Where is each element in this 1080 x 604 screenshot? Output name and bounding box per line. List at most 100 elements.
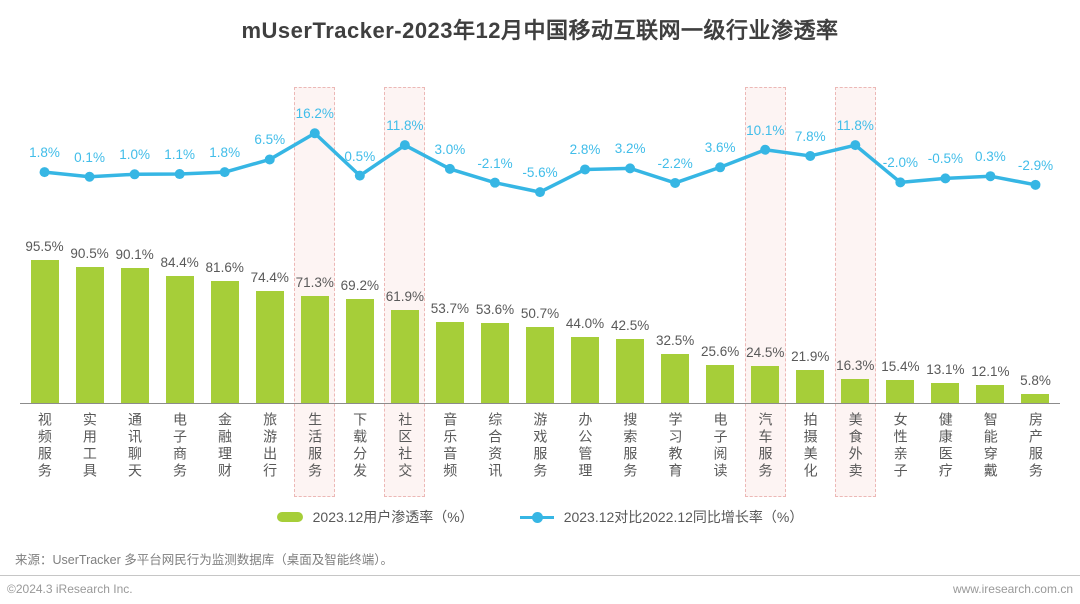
bar-value-label: 95.5%: [25, 238, 64, 254]
footer-divider: [0, 575, 1080, 576]
line-point: [444, 163, 455, 174]
bar-value-label: 24.5%: [746, 345, 785, 361]
bar-房产服务: [1021, 394, 1050, 403]
category-label-text: 美食外卖: [847, 412, 864, 480]
line-value-label: 1.8%: [29, 145, 60, 161]
footer-website[interactable]: www.iresearch.com.cn: [952, 582, 1073, 596]
line-value-label: 1.0%: [119, 147, 150, 163]
category-label-text: 游戏服务: [532, 412, 549, 480]
bar-下载分发: [345, 299, 374, 403]
line-legend-swatch: [519, 511, 554, 523]
bar-综合资讯: [480, 322, 509, 403]
bar-value-label: 53.7%: [430, 301, 470, 317]
category-label-text: 学习教育: [667, 412, 684, 480]
line-point: [985, 171, 996, 182]
line-point: [940, 173, 951, 184]
category-label-text: 健康医疗: [937, 412, 954, 480]
line-value-label: 3.6%: [704, 140, 736, 156]
category-label-电子商务: 电子商务: [157, 412, 202, 497]
category-label-text: 汽车服务: [757, 412, 774, 480]
category-label-搜索服务: 搜索服务: [608, 412, 653, 497]
category-label-text: 实用工具: [81, 412, 98, 480]
category-label-text: 搜索服务: [622, 412, 639, 480]
category-label-智能穿戴: 智能穿戴: [968, 412, 1013, 497]
line-value-label: 6.5%: [254, 132, 286, 148]
category-label-学习教育: 学习教育: [653, 412, 698, 497]
category-label-下载分发: 下载分发: [337, 412, 382, 497]
line-value-label: -2.9%: [1017, 157, 1054, 173]
category-label-音乐音频: 音乐音频: [427, 412, 472, 497]
line-point: [39, 167, 50, 178]
category-label-办公管理: 办公管理: [563, 412, 608, 497]
bar-拍摄美化: [796, 370, 825, 403]
bar-电子阅读: [706, 364, 735, 403]
category-label-汽车服务: 汽车服务: [743, 412, 788, 497]
bar-学习教育: [661, 354, 690, 403]
category-label-游戏服务: 游戏服务: [517, 412, 562, 497]
bar-美食外卖: [841, 378, 870, 403]
line-value-label: 0.5%: [344, 148, 376, 164]
category-label-text: 音乐音频: [442, 412, 459, 480]
category-label-text: 生活服务: [307, 412, 324, 480]
footer-copyright: ©2024.3 iResearch Inc.: [7, 582, 133, 596]
line-value-label: 0.1%: [74, 149, 105, 165]
bar-value-label: 5.8%: [1020, 373, 1051, 389]
line-value-label: 16.2%: [295, 106, 334, 122]
line-value-label: -5.6%: [522, 165, 558, 181]
line-point: [399, 140, 410, 151]
category-label-社区社交: 社区社交: [382, 412, 427, 497]
bar-legend-label: 2023.12用户渗透率（%）: [312, 509, 474, 525]
line-value-label: 0.3%: [975, 149, 1006, 165]
category-label-text: 综合资讯: [487, 412, 504, 480]
category-label-text: 视频服务: [36, 412, 53, 480]
bar-value-label: 90.5%: [70, 246, 109, 262]
bar-value-label: 71.3%: [295, 275, 334, 291]
bar-女性亲子: [886, 379, 915, 403]
category-label-金融理财: 金融理财: [202, 412, 247, 497]
category-label-text: 办公管理: [577, 412, 594, 480]
category-label-text: 电子阅读: [712, 412, 729, 480]
line-point: [760, 144, 771, 155]
line-point: [489, 177, 500, 188]
bar-value-label: 81.6%: [205, 259, 244, 275]
category-label-text: 房产服务: [1027, 412, 1044, 480]
category-label-综合资讯: 综合资讯: [472, 412, 517, 497]
bar-实用工具: [75, 267, 104, 403]
category-label-实用工具: 实用工具: [67, 412, 112, 497]
bar-value-label: 42.5%: [610, 318, 650, 334]
bar-legend-swatch: [276, 512, 303, 522]
line-point: [670, 177, 681, 188]
line-value-label: 10.1%: [746, 122, 785, 138]
line-point: [535, 187, 545, 198]
bar-value-label: 25.6%: [701, 343, 740, 359]
bar-value-label: 74.4%: [250, 270, 289, 286]
line-point: [309, 128, 320, 139]
bar-社区社交: [390, 310, 419, 403]
category-label-text: 女性亲子: [892, 412, 909, 480]
category-label-美食外卖: 美食外卖: [833, 412, 878, 497]
line-point: [264, 154, 275, 165]
line-value-label: 11.8%: [836, 118, 874, 134]
line-point: [129, 169, 140, 180]
legend: 2023.12用户渗透率（%） 2023.12对比2022.12同比增长率（%）: [0, 507, 1080, 527]
category-label-健康医疗: 健康医疗: [923, 412, 968, 497]
bar-value-label: 69.2%: [340, 278, 379, 294]
line-point: [580, 164, 591, 175]
x-axis-line: [20, 403, 1060, 404]
bar-音乐音频: [435, 322, 464, 403]
line-value-label: 2.8%: [569, 142, 601, 158]
bar-value-label: 53.6%: [475, 301, 515, 317]
category-label-生活服务: 生活服务: [292, 412, 337, 497]
bar-value-label: 16.3%: [836, 357, 875, 373]
line-point: [895, 177, 906, 188]
line-point: [715, 162, 726, 173]
category-label-女性亲子: 女性亲子: [878, 412, 923, 497]
bar-value-label: 13.1%: [926, 362, 965, 378]
bar-value-label: 44.0%: [565, 316, 605, 331]
line-point: [625, 163, 636, 174]
bar-游戏服务: [526, 326, 554, 403]
bar-搜索服务: [616, 339, 645, 403]
bar-生活服务: [300, 296, 329, 403]
bar-value-label: 61.9%: [385, 289, 424, 305]
